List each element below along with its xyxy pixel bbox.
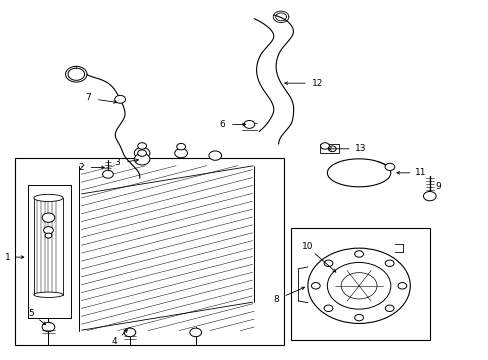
Bar (290, 228, 429, 339)
Text: 11: 11 (414, 168, 426, 177)
Bar (320, 144, 338, 153)
Circle shape (208, 151, 221, 160)
Circle shape (42, 322, 55, 332)
Bar (15, 158, 283, 345)
Text: 3: 3 (114, 158, 120, 167)
Text: 12: 12 (311, 79, 323, 88)
Circle shape (384, 163, 394, 171)
Text: 8: 8 (273, 295, 279, 304)
Text: 5: 5 (28, 309, 34, 318)
Circle shape (43, 226, 53, 234)
Bar (34, 198, 63, 295)
Circle shape (320, 143, 329, 149)
Text: 9: 9 (435, 182, 441, 191)
Circle shape (324, 305, 332, 311)
Ellipse shape (34, 194, 63, 202)
Circle shape (244, 121, 254, 129)
Circle shape (307, 248, 409, 323)
Circle shape (176, 143, 185, 150)
Circle shape (326, 262, 390, 309)
Text: 2: 2 (78, 163, 84, 172)
Circle shape (423, 192, 435, 201)
Circle shape (45, 233, 52, 238)
Circle shape (354, 251, 363, 257)
Circle shape (42, 213, 55, 222)
Circle shape (341, 273, 376, 299)
Circle shape (311, 283, 320, 289)
Bar (27, 185, 71, 318)
Circle shape (134, 147, 150, 159)
Circle shape (354, 314, 363, 321)
Ellipse shape (34, 292, 63, 297)
Circle shape (189, 328, 201, 337)
Circle shape (397, 283, 406, 289)
Text: 6: 6 (219, 120, 225, 129)
Circle shape (385, 260, 393, 266)
Circle shape (174, 148, 187, 158)
Text: 1: 1 (5, 253, 10, 262)
Circle shape (115, 95, 125, 103)
Text: 10: 10 (302, 242, 313, 251)
Text: 7: 7 (85, 93, 91, 102)
Circle shape (385, 305, 393, 311)
Circle shape (134, 153, 150, 165)
Circle shape (124, 328, 136, 337)
Circle shape (324, 260, 332, 266)
Text: 13: 13 (354, 144, 366, 153)
Circle shape (138, 143, 146, 149)
Circle shape (138, 150, 146, 156)
Text: 4: 4 (111, 337, 117, 346)
Circle shape (102, 170, 113, 178)
Circle shape (328, 146, 335, 152)
